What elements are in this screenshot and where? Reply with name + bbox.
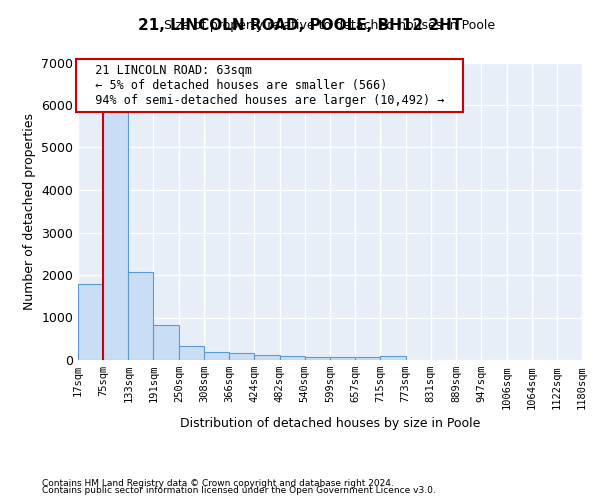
- Bar: [204, 352, 229, 360]
- Bar: [254, 355, 280, 360]
- Bar: [280, 356, 305, 360]
- Bar: [330, 357, 355, 360]
- Bar: [355, 358, 380, 360]
- Bar: [103, 112, 128, 360]
- Bar: [179, 346, 204, 360]
- Bar: [78, 284, 103, 360]
- Bar: [154, 324, 179, 360]
- Bar: [229, 353, 254, 360]
- Y-axis label: Number of detached properties: Number of detached properties: [23, 113, 35, 310]
- Bar: [128, 272, 154, 360]
- Bar: [305, 357, 330, 360]
- Text: 21, LINCOLN ROAD, POOLE, BH12 2HT: 21, LINCOLN ROAD, POOLE, BH12 2HT: [138, 18, 462, 32]
- X-axis label: Distribution of detached houses by size in Poole: Distribution of detached houses by size …: [180, 417, 480, 430]
- Bar: [380, 356, 406, 360]
- Title: Size of property relative to detached houses in Poole: Size of property relative to detached ho…: [164, 19, 496, 32]
- Text: Contains public sector information licensed under the Open Government Licence v3: Contains public sector information licen…: [42, 486, 436, 495]
- Text: 21 LINCOLN ROAD: 63sqm  
  ← 5% of detached houses are smaller (566)  
  94% of : 21 LINCOLN ROAD: 63sqm ← 5% of detached …: [80, 64, 458, 107]
- Text: Contains HM Land Registry data © Crown copyright and database right 2024.: Contains HM Land Registry data © Crown c…: [42, 478, 394, 488]
